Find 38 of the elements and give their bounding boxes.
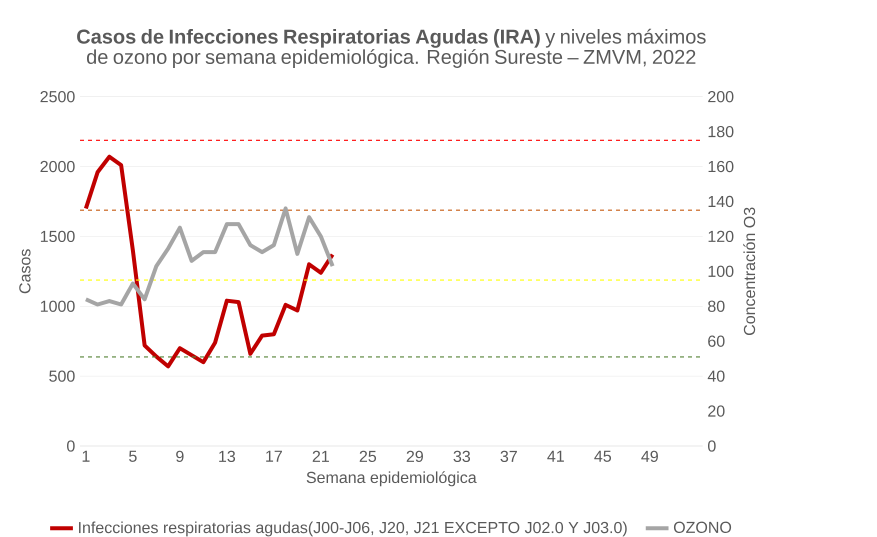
y2-tick-label: 60 (708, 336, 725, 347)
x-tick-label: 13 (219, 450, 236, 462)
legend-label: OZONO (674, 522, 732, 533)
y2-axis-title: Concentración O3 (743, 208, 756, 335)
x-tick-label: 41 (547, 450, 564, 462)
y2-tick-label: 40 (708, 370, 725, 382)
x-tick-label: 45 (594, 450, 612, 462)
chart-title: Casos de Infecciones Respiratorias Agudas (IRA) y niveles máximos de ozono por semana epidemiológica. Región Sureste – ZMVM, 2022 (77, 28, 706, 68)
legend-label: Infecciones respiratorias agudas(J00-J06, J20, J21 EXCEPTO J02.0 Y J03.0) (79, 521, 627, 536)
line-series (84, 206, 335, 307)
y2-tick-label: 140 (708, 196, 734, 208)
y-axis-title: Casos (19, 249, 31, 294)
x-tick-label: 49 (641, 450, 658, 462)
y-tick-label: 2500 (40, 91, 75, 102)
y-tick-label: 1500 (40, 230, 75, 242)
y2-tick-label: 180 (708, 126, 734, 138)
x-tick-label: 5 (129, 450, 137, 462)
y2-tick-label: 20 (708, 405, 725, 417)
x-tick-label: 25 (360, 450, 376, 462)
y2-tick-label: 200 (708, 91, 734, 102)
y-tick-label: 500 (49, 370, 75, 382)
x-tick-label: 33 (454, 450, 470, 462)
x-tick-label: 29 (406, 450, 423, 462)
y2-tick-label: 80 (708, 300, 725, 312)
y2-tick-label: 100 (708, 266, 734, 277)
x-tick-label: 1 (82, 450, 90, 462)
y2-tick-label: 0 (708, 440, 716, 452)
x-tick-label: 17 (266, 450, 282, 462)
y-tick-label: 1000 (40, 300, 75, 312)
y-tick-label: 2000 (40, 160, 75, 172)
y2-tick-label: 120 (708, 230, 734, 242)
x-tick-label: 9 (176, 450, 184, 462)
x-tick-label: 21 (312, 450, 329, 462)
y2-tick-label: 160 (708, 160, 734, 172)
x-tick-label: 37 (500, 450, 517, 462)
line-series (84, 154, 335, 368)
x-axis-title: Semana epidemiológica (306, 471, 477, 486)
y-tick-label: 0 (67, 440, 75, 452)
